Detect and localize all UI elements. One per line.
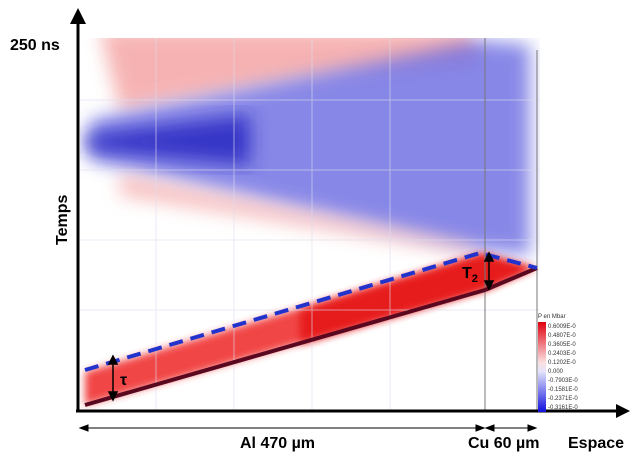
tau-label: τ (120, 372, 127, 389)
x-title: Espace (568, 435, 624, 452)
shock-line (84, 288, 486, 407)
x-segment-label: Cu 60 µm (468, 435, 539, 452)
legend-label: 0.000 (548, 369, 564, 375)
t2-arrow (483, 251, 495, 291)
x-arrow (616, 404, 630, 418)
legend-label: 0.1202E-0 (548, 360, 576, 366)
y-title: Temps (54, 195, 71, 245)
legend-label: 0.2403E-0 (548, 351, 576, 357)
t2-main: T (462, 265, 472, 282)
y-top-label: 250 ns (10, 37, 60, 54)
shock-line (484, 266, 538, 292)
legend-label: -0.7903E-0 (548, 378, 578, 384)
legend-label: -0.2371E-0 (548, 396, 578, 402)
legend-label: 0.4807E-0 (548, 333, 576, 339)
t2-sub: 2 (472, 273, 478, 285)
legend-label: 0.6009E-0 (548, 324, 576, 330)
y-arrow (70, 8, 86, 24)
colorbar (538, 322, 546, 412)
legend-label: -0.1581E-0 (548, 387, 578, 393)
tau-arrow (107, 354, 119, 402)
legend-label: 0.3605E-0 (548, 342, 576, 348)
segment-arrows (78, 424, 538, 432)
release-line (84, 250, 538, 372)
axes (76, 22, 618, 413)
pressure-map (80, 38, 540, 410)
legend-label: -0.3161E-0 (548, 405, 578, 411)
x-segment-label: Al 470 µm (240, 435, 315, 452)
legend-labels: 0.6009E-0 0.4807E-0 0.3605E-0 0.2403E-0 0.12… (548, 324, 578, 411)
t2-label: T2 (462, 265, 478, 285)
legend-title: P en Mbar (538, 314, 566, 320)
